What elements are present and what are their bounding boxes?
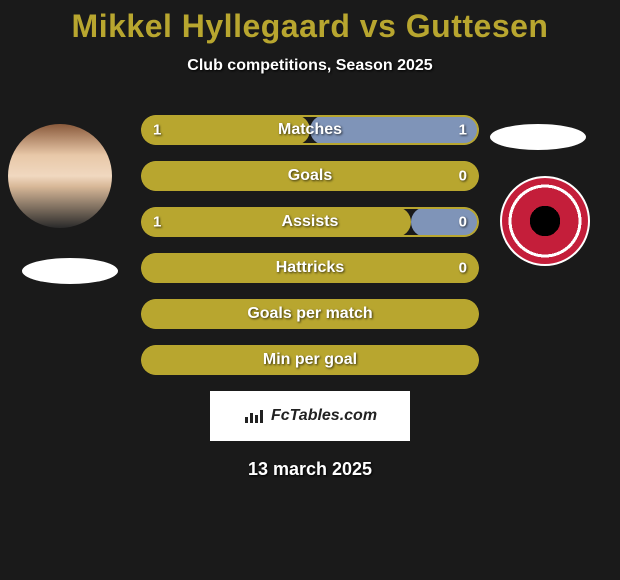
player1-photo xyxy=(8,124,112,228)
stat-label: Min per goal xyxy=(141,351,479,369)
stats-list: Matches11Goals0Assists10Hattricks0Goals … xyxy=(141,115,479,375)
stat-value-right: 0 xyxy=(459,168,467,185)
brand-text: FcTables.com xyxy=(271,407,377,425)
stat-row: Hattricks0 xyxy=(141,253,479,283)
stat-value-left: 1 xyxy=(153,214,161,231)
stat-label: Matches xyxy=(141,121,479,139)
stat-row: Min per goal xyxy=(141,345,479,375)
date: 13 march 2025 xyxy=(0,459,620,480)
stat-row: Goals per match xyxy=(141,299,479,329)
stat-label: Goals per match xyxy=(141,305,479,323)
stat-label: Assists xyxy=(141,213,479,231)
stat-value-left: 1 xyxy=(153,122,161,139)
brand-box: FcTables.com xyxy=(210,391,410,441)
comparison-card: Mikkel Hyllegaard vs Guttesen Club compe… xyxy=(0,0,620,580)
subtitle: Club competitions, Season 2025 xyxy=(0,57,620,75)
stat-value-right: 0 xyxy=(459,214,467,231)
stat-row: Assists1 0 xyxy=(141,207,479,237)
vs-text: vs xyxy=(360,8,397,44)
player1-country-ellipse xyxy=(22,258,118,284)
stat-label: Goals xyxy=(141,167,479,185)
player1-name: Mikkel Hyllegaard xyxy=(72,8,351,44)
title: Mikkel Hyllegaard vs Guttesen xyxy=(0,8,620,45)
stat-row: Matches1 1 xyxy=(141,115,479,145)
player2-country-ellipse xyxy=(490,124,586,150)
stat-row: Goals0 xyxy=(141,161,479,191)
brand-icon xyxy=(243,407,265,425)
player2-club-badge xyxy=(500,176,590,266)
player2-name: Guttesen xyxy=(406,8,549,44)
stat-value-right: 0 xyxy=(459,260,467,277)
stat-value-right: 1 xyxy=(459,122,467,139)
stat-label: Hattricks xyxy=(141,259,479,277)
